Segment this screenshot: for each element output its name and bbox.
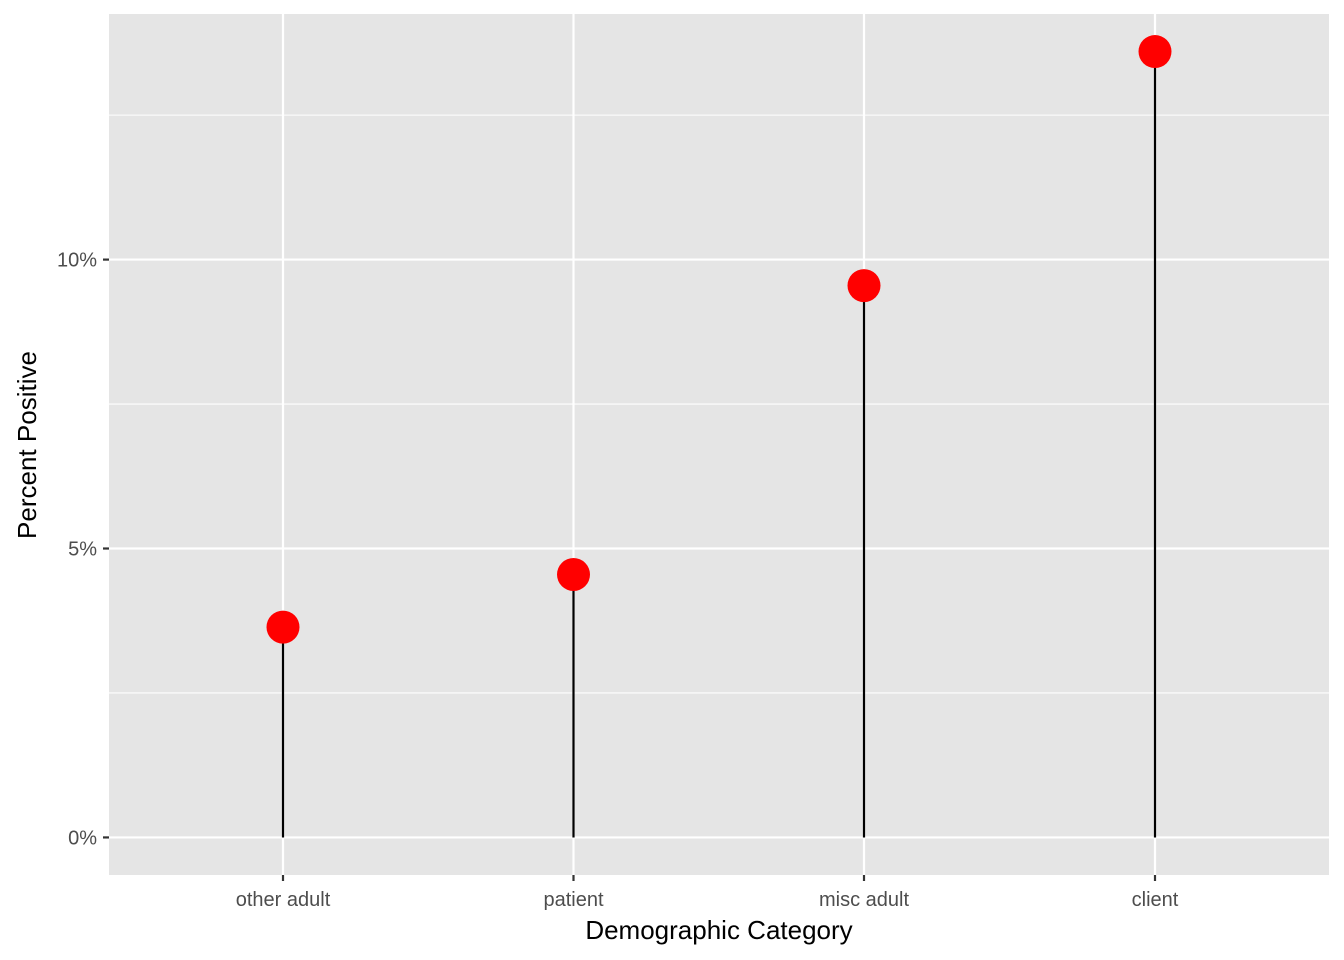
y-axis: 0% 5% 10% [57,250,109,849]
y-axis-title: Percent Positive [12,351,42,539]
x-tick-label: other adult [236,889,331,911]
y-tick-label: 10% [57,250,97,272]
lollipop-point [1138,35,1172,69]
lollipop-point [847,269,881,303]
x-tick-label: misc adult [819,889,909,911]
x-tick-label: client [1132,889,1179,911]
minor-gridlines [109,114,1329,694]
lollipop-stems [281,51,1157,838]
plot-panel [109,14,1329,875]
x-axis: other adult patient misc adult client [236,875,1179,911]
y-tick-label: 5% [68,539,97,561]
lollipop-point [557,558,590,592]
lollipop-point [266,610,300,644]
y-tick-label: 0% [68,827,97,849]
x-axis-title: Demographic Category [585,915,852,945]
lollipop-points [266,35,1172,644]
x-tick-label: patient [543,889,603,911]
